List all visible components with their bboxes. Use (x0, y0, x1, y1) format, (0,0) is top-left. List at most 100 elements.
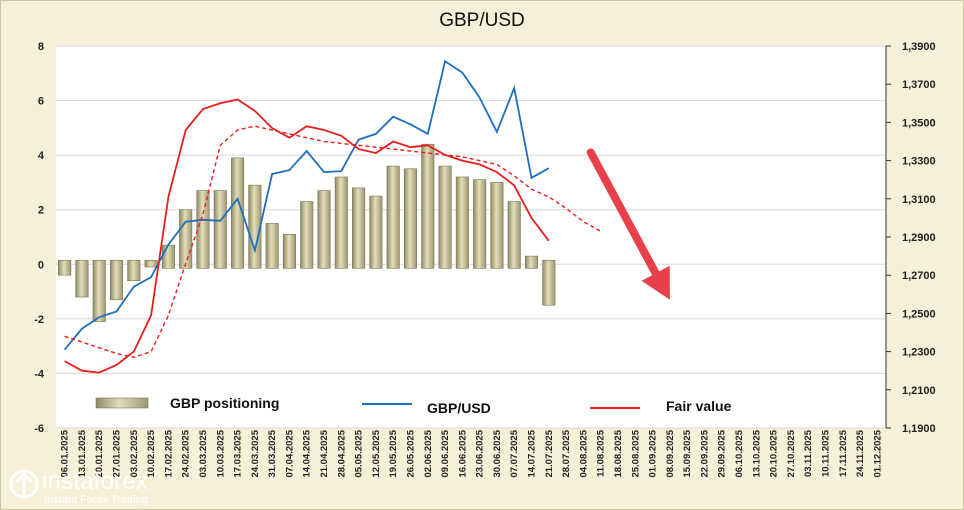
x-tick-label: 06.10.2025 (734, 429, 745, 477)
x-tick-label: 26.05.2025 (405, 429, 416, 477)
left-tick-label: -6 (34, 423, 44, 435)
logo-name: instaforex (42, 468, 149, 495)
right-tick-label: 1,3300 (902, 156, 936, 168)
x-tick-label: 24.02.2025 (181, 429, 192, 477)
x-tick-label: 19.05.2025 (388, 429, 399, 477)
x-tick-label: 28.04.2025 (336, 429, 347, 477)
positioning-bar (282, 233, 296, 269)
x-tick-label: 11.08.2025 (596, 429, 607, 477)
positioning-bar (438, 165, 452, 269)
x-tick-label: 20.01.2025 (94, 429, 105, 477)
x-tick-label: 17.02.2025 (163, 429, 174, 477)
x-tick-label: 10.03.2025 (215, 429, 226, 477)
right-tick-label: 1,2300 (902, 347, 936, 359)
right-tick-label: 1,3100 (902, 194, 936, 206)
x-tick-label: 24.03.2025 (250, 429, 261, 477)
x-tick-label: 01.12.2025 (872, 429, 883, 477)
x-tick-label: 22.09.2025 (699, 429, 710, 477)
x-tick-label: 05.05.2025 (354, 429, 365, 477)
x-tick-label: 06.01.2025 (60, 429, 71, 477)
positioning-bar (300, 201, 314, 269)
positioning-bar (109, 259, 124, 301)
positioning-bar (524, 255, 539, 269)
x-tick-label: 14.07.2025 (527, 429, 538, 477)
positioning-bar (265, 223, 279, 269)
x-tick-label: 15.09.2025 (682, 429, 693, 477)
x-tick-label: 29.09.2025 (717, 429, 728, 477)
positioning-bar (507, 201, 521, 269)
x-tick-label: 03.11.2025 (803, 429, 814, 477)
x-tick-label: 10.02.2025 (146, 429, 157, 477)
x-tick-label: 27.10.2025 (786, 429, 797, 477)
right-tick-label: 1,2500 (902, 308, 936, 320)
x-tick-label: 17.11.2025 (838, 429, 849, 477)
positioning-bar (386, 165, 400, 269)
chart-title: GBP/USD (439, 10, 525, 31)
instaforex-logo-icon (9, 469, 39, 499)
right-tick-label: 1,3700 (902, 79, 936, 91)
right-tick-label: 1,3900 (902, 41, 936, 53)
x-tick-label: 21.07.2025 (544, 429, 555, 477)
trend-arrow-shaft (586, 148, 660, 278)
positioning-bar (334, 176, 348, 269)
positioning-bar (352, 187, 366, 269)
legend-label-positioning: GBP positioning (170, 395, 279, 411)
positioning-bar (248, 184, 262, 269)
x-tick-label: 07.07.2025 (509, 429, 520, 477)
positioning-bar (196, 190, 210, 269)
x-tick-label: 07.04.2025 (284, 429, 295, 477)
legend-label-fair-value: Fair value (666, 398, 732, 414)
x-tick-label: 13.10.2025 (751, 429, 762, 477)
positioning-bar (542, 259, 556, 306)
positioning-bar (455, 176, 469, 269)
x-tick-label: 02.06.2025 (423, 429, 434, 477)
x-tick-label: 18.08.2025 (613, 429, 624, 477)
x-tick-label: 16.06.2025 (457, 429, 468, 477)
positioning-bar (58, 259, 72, 276)
left-tick-label: -4 (34, 368, 45, 380)
x-tick-label: 03.02.2025 (129, 429, 140, 477)
x-tick-label: 17.03.2025 (233, 429, 244, 477)
positioning-bar (369, 195, 383, 269)
positioning-bar (490, 182, 504, 269)
x-tick-label: 28.07.2025 (561, 429, 572, 477)
positioning-bar (127, 259, 141, 281)
positioning-bar (75, 259, 89, 298)
positioning-bar (317, 190, 331, 269)
fair-value-line (64, 98, 550, 374)
x-tick-label: 20.10.2025 (769, 429, 780, 477)
positioning-bar (473, 179, 487, 269)
logo-tagline: Instant Forex Trading (44, 494, 148, 506)
positioning-bar (403, 168, 418, 269)
trend-arrow-head (641, 265, 670, 300)
x-tick-label: 09.06.2025 (440, 429, 451, 477)
left-tick-label: 4 (38, 150, 45, 162)
right-tick-label: 1,2100 (902, 385, 936, 397)
x-tick-label: 25.08.2025 (630, 429, 641, 477)
positioning-bar (179, 209, 193, 269)
x-tick-label: 27.01.2025 (112, 429, 123, 477)
right-tick-label: 1,3500 (902, 117, 936, 129)
right-tick-label: 1,1900 (902, 423, 936, 435)
x-tick-label: 04.08.2025 (578, 429, 589, 477)
right-tick-label: 1,2700 (902, 270, 936, 282)
x-tick-label: 14.04.2025 (302, 429, 313, 477)
positioning-bar (231, 157, 245, 269)
x-tick-label: 12.05.2025 (371, 429, 382, 477)
fair-value-forecast-line (64, 125, 602, 359)
gbpusd-line (63, 59, 550, 351)
x-tick-label: 10.11.2025 (820, 429, 831, 477)
right-tick-label: 1,2900 (902, 232, 936, 244)
x-tick-label: 23.06.2025 (475, 429, 486, 477)
legend-swatch-positioning (95, 397, 149, 409)
x-tick-label: 30.06.2025 (492, 429, 503, 477)
x-tick-label: 13.01.2025 (77, 429, 88, 477)
positioning-bar (213, 190, 227, 269)
positioning-bar (421, 143, 435, 269)
x-tick-label: 24.11.2025 (855, 429, 866, 477)
x-tick-label: 08.09.2025 (665, 429, 676, 477)
left-tick-label: 2 (38, 205, 44, 217)
left-tick-label: 8 (38, 41, 44, 53)
x-tick-label: 21.04.2025 (319, 429, 330, 477)
